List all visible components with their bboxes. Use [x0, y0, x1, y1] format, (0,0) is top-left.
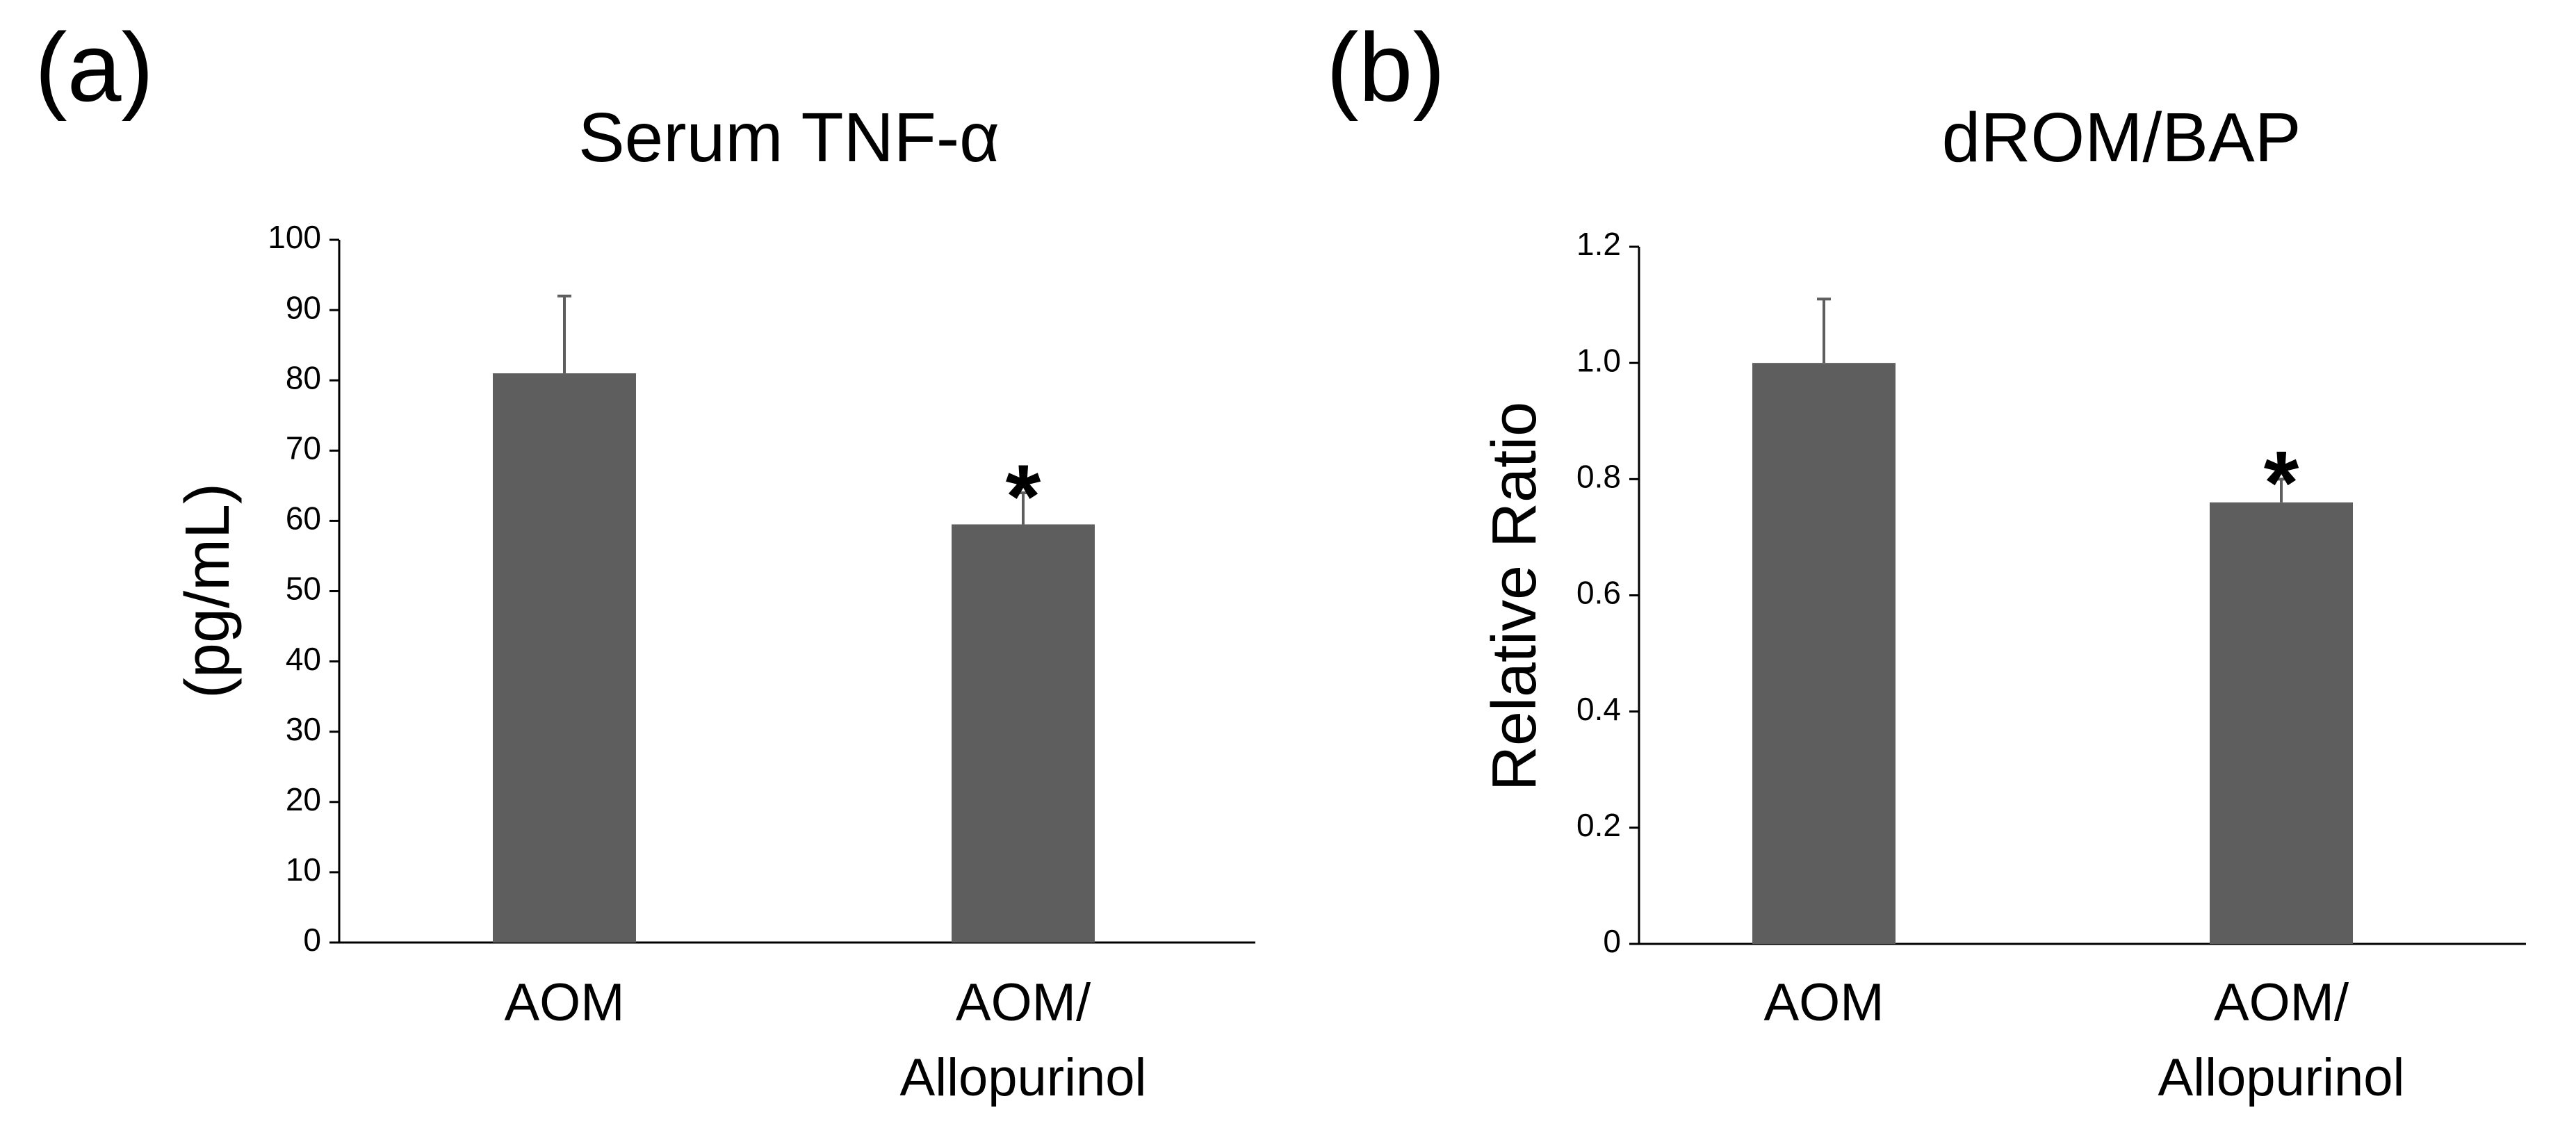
y-tick-label: 0	[303, 922, 321, 958]
y-tick-label: 20	[286, 781, 321, 817]
y-tick-label: 1.0	[1576, 342, 1621, 378]
y-tick-label: 60	[286, 500, 321, 537]
category-label: AOM/	[956, 973, 1091, 1032]
significance-asterisk: *	[1006, 446, 1041, 547]
panel-label: (b)	[1326, 13, 1445, 122]
y-tick-label: 10	[286, 851, 321, 888]
y-tick-label: 70	[286, 430, 321, 466]
y-tick-label: 1.2	[1576, 226, 1621, 262]
y-tick-label: 0.2	[1576, 807, 1621, 843]
category-label: Allopurinol	[2158, 1048, 2405, 1107]
y-axis-label: Relative Ratio	[1480, 402, 1549, 791]
chart-title: dROM/BAP	[1942, 99, 2301, 177]
y-tick-label: 90	[286, 289, 321, 325]
chart-drom-bap: (b) dROM/BAP Relative Ratio 0 0.2 0.4 0.6 0.8 1.…	[1326, 13, 2526, 1107]
bar	[952, 524, 1095, 943]
chart-serum-tnf-alpha: (a) Serum TNF-α (pg/mL) 0 10 20 30 40 50 60 70 80 90…	[35, 13, 1255, 1107]
y-tick-label: 80	[286, 359, 321, 395]
category-label: AOM	[1763, 973, 1884, 1032]
y-tick-label: 0.8	[1576, 458, 1621, 494]
bar	[1752, 363, 1896, 944]
category-label: Allopurinol	[900, 1048, 1147, 1107]
y-tick-label: 0.4	[1576, 691, 1621, 727]
y-tick-label: 0.6	[1576, 575, 1621, 611]
significance-asterisk: *	[2264, 432, 2299, 533]
panel-label: (a)	[35, 13, 154, 122]
chart-title: Serum TNF-α	[578, 99, 1000, 177]
y-tick-label: 50	[286, 571, 321, 607]
y-tick-label: 100	[268, 219, 321, 255]
y-axis-label: (pg/mL)	[173, 483, 243, 699]
category-label: AOM/	[2214, 973, 2349, 1032]
category-label: AOM	[504, 973, 624, 1032]
y-tick-label: 40	[286, 641, 321, 677]
y-tick-label: 0	[1603, 923, 1621, 959]
y-tick-label: 30	[286, 711, 321, 747]
bar	[493, 373, 636, 943]
bar	[2210, 502, 2353, 944]
